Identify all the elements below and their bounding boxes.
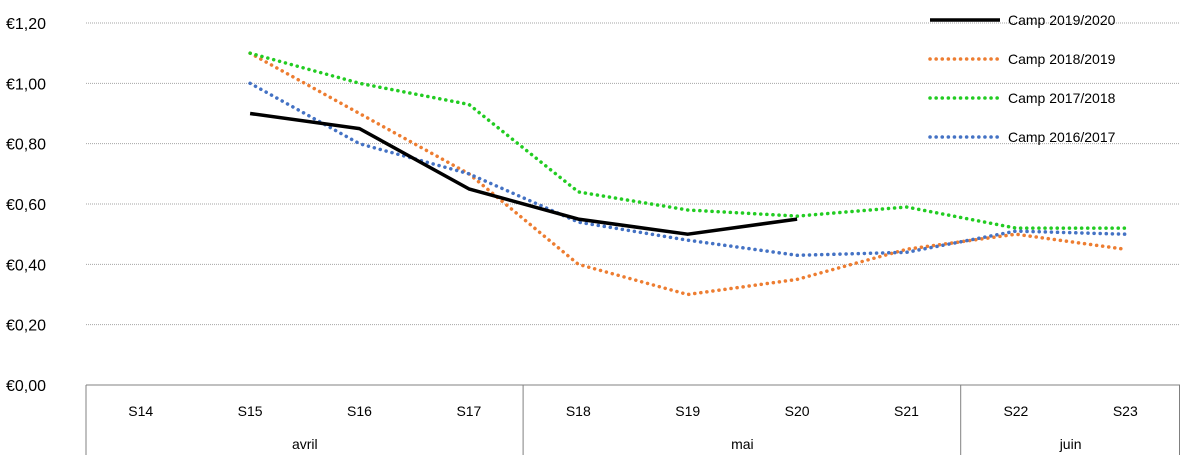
x-tick-label: S16 [347,403,372,419]
y-tick-label: €0,80 [6,137,46,154]
series-line [248,51,1128,230]
series-line [249,111,798,236]
x-tick-label: S22 [1003,403,1028,419]
x-tick-label: S20 [785,403,810,419]
x-tick-label: S18 [566,403,591,419]
month-label: mai [731,436,754,452]
x-tick-label: S15 [238,403,263,419]
x-tick-label: S19 [675,403,700,419]
series-line [248,51,1128,297]
legend-label: Camp 2017/2018 [1008,90,1116,106]
legend: Camp 2019/2020 Camp 2018/2019 Camp 2017/20… [928,12,1116,145]
x-tick-label: S21 [894,403,919,419]
legend-label: Camp 2018/2019 [1008,51,1116,67]
y-tick-label: €0,20 [6,318,46,335]
x-tick-label: S23 [1113,403,1138,419]
legend-label: Camp 2016/2017 [1008,129,1116,145]
gridlines [86,22,1180,326]
y-tick-label: €0,40 [6,257,46,274]
series-line [248,81,1128,258]
x-tick-label: S14 [128,403,153,419]
series-lines [248,51,1128,297]
y-axis-tick-labels: €0,00 €0,20 €0,40 €0,60 €0,80 €1,00 €1,20 [6,16,46,395]
x-axis: S14 S15 S16 S17 S18 S19 S20 S21 S22 S23 avril mai ju… [85,384,1180,455]
y-tick-label: €0,00 [6,378,46,395]
y-tick-label: €0,60 [6,197,46,214]
x-tick-label: S17 [456,403,481,419]
legend-label: Camp 2019/2020 [1008,12,1116,28]
month-label: juin [1059,436,1082,452]
y-tick-label: €1,20 [6,16,46,33]
y-tick-label: €1,00 [6,76,46,93]
month-label: avril [292,436,318,452]
